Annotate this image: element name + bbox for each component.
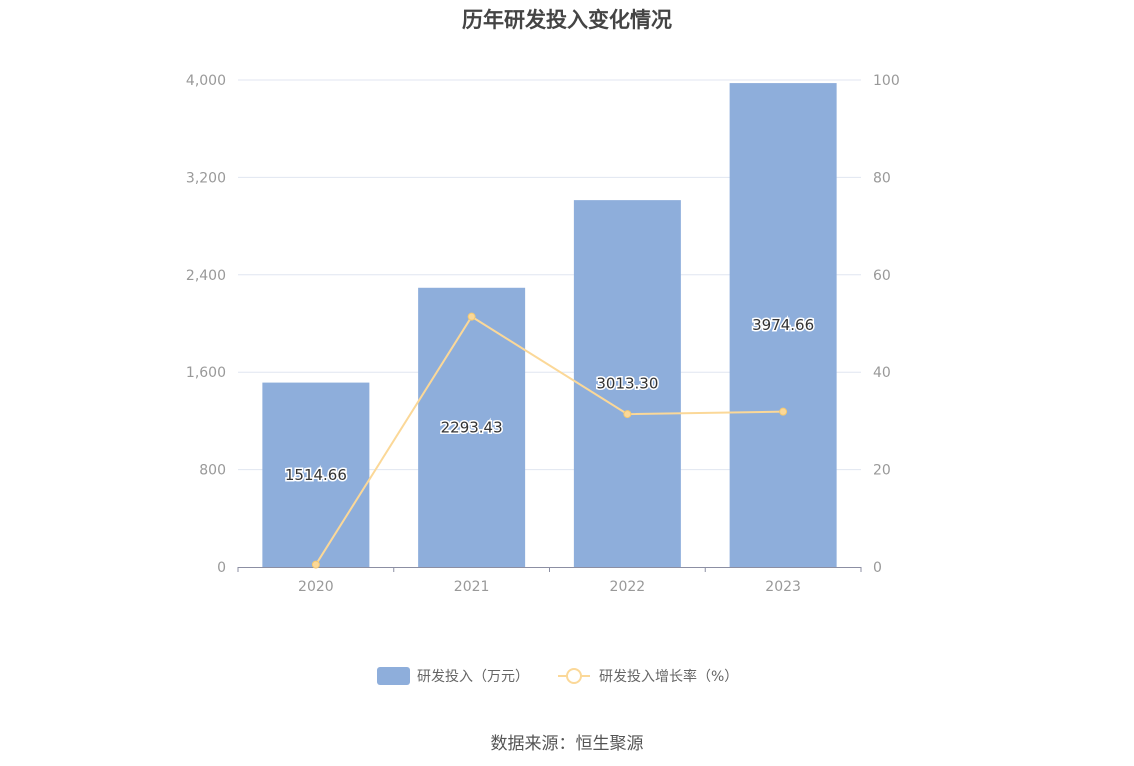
y-left-tick-label: 1,600 xyxy=(186,365,226,381)
growth-line-path xyxy=(315,315,784,566)
x-tick-label: 2022 xyxy=(610,579,646,595)
bars xyxy=(262,83,837,567)
y-right-tick-label: 0 xyxy=(873,560,882,576)
x-tick-label: 2020 xyxy=(298,579,334,595)
x-tick-label: 2021 xyxy=(454,579,490,595)
bar-label-2020: 1514.66 xyxy=(285,466,347,484)
bar-2020 xyxy=(262,382,370,567)
legend-line-label: 研发投入增长率（%） xyxy=(599,668,738,685)
legend-line-marker xyxy=(566,668,582,684)
y-right-tick-label: 60 xyxy=(873,268,891,284)
chart-title: 历年研发投入变化情况 xyxy=(462,8,672,32)
data-source: 数据来源：恒生聚源 xyxy=(490,734,644,754)
bar-2022 xyxy=(573,200,681,567)
bar-label-2023: 3974.66 xyxy=(752,316,814,334)
x-axis: 2020 2021 2022 2023 xyxy=(237,567,862,595)
bar-2021 xyxy=(418,287,526,567)
y-right-tick-label: 40 xyxy=(873,365,891,381)
y-left-tick-label: 4,000 xyxy=(186,73,226,89)
legend-bar-label: 研发投入（万元） xyxy=(417,669,529,685)
y-left-tick-label: 800 xyxy=(199,463,226,479)
y-right-tick-label: 20 xyxy=(873,463,891,479)
y-axis-left: 0 800 1,600 2,400 3,200 4,000 xyxy=(186,73,226,576)
growth-point-2023 xyxy=(779,407,788,416)
bar-data-labels: 1514.66 2293.43 3013.30 3974.66 xyxy=(283,315,815,486)
bar-label-2021: 2293.43 xyxy=(441,418,503,436)
y-left-tick-label: 3,200 xyxy=(186,170,226,186)
growth-point-2022 xyxy=(623,410,632,419)
growth-line xyxy=(311,312,788,569)
growth-point-2020 xyxy=(311,560,320,569)
bar-2023 xyxy=(729,83,837,567)
bar-label-2022: 3013.30 xyxy=(596,375,658,393)
legend[interactable]: 研发投入（万元） 研发投入增长率（%） xyxy=(377,667,738,685)
growth-point-2021 xyxy=(467,312,476,321)
y-right-tick-label: 80 xyxy=(873,170,891,186)
legend-bar-swatch xyxy=(377,667,410,685)
y-left-tick-label: 2,400 xyxy=(186,268,226,284)
y-axis-right: 0 20 40 60 80 100 xyxy=(873,73,900,576)
y-right-tick-label: 100 xyxy=(873,73,900,89)
y-left-tick-label: 0 xyxy=(217,560,226,576)
x-tick-label: 2023 xyxy=(765,579,801,595)
